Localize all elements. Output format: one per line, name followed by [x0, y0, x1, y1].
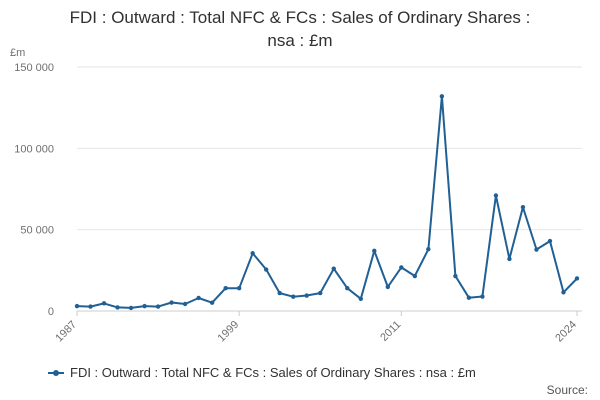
data-point	[426, 246, 431, 252]
data-point	[385, 284, 391, 290]
data-point	[74, 303, 80, 309]
data-point	[439, 94, 445, 99]
data-point	[534, 247, 539, 252]
data-point	[169, 300, 174, 305]
data-point	[331, 266, 336, 271]
y-tick-label: 50 000	[20, 225, 54, 237]
data-point	[250, 251, 255, 256]
source-label: Source:	[546, 383, 588, 397]
data-point	[291, 294, 296, 299]
grid-lines	[77, 66, 582, 312]
data-point	[209, 300, 215, 305]
chart-title: FDI : Outward : Total NFC & FCs : Sales …	[0, 6, 600, 52]
data-point	[263, 267, 269, 272]
series-group	[74, 94, 580, 311]
x-tick-label: 2011	[378, 319, 403, 344]
data-point	[128, 305, 134, 311]
x-axis: 1987 1999 2011 2024	[53, 311, 579, 344]
data-point	[466, 295, 472, 300]
data-point	[547, 238, 553, 244]
x-tick-label: 1987	[53, 319, 79, 345]
series-line	[76, 95, 578, 309]
data-point	[318, 290, 323, 296]
data-point	[155, 304, 161, 309]
data-point	[453, 273, 458, 279]
data-point	[480, 294, 485, 299]
legend-label: FDI : Outward : Total NFC & FCs : Sales …	[70, 365, 476, 380]
data-point	[142, 303, 147, 309]
y-tick-label: 100 000	[14, 143, 54, 155]
y-tick-label: 0	[48, 306, 54, 318]
data-point	[372, 248, 377, 254]
x-tick-label: 1999	[215, 319, 241, 345]
data-point	[223, 286, 228, 291]
data-point	[358, 296, 363, 301]
data-point	[115, 305, 120, 310]
data-point	[574, 276, 580, 281]
data-point	[101, 301, 107, 306]
x-tick-label: 2024	[553, 319, 579, 345]
chart-title-line-1: FDI : Outward : Total NFC & FCs : Sales …	[69, 8, 531, 27]
data-point	[277, 290, 282, 296]
data-point	[88, 304, 93, 309]
data-point	[520, 205, 526, 210]
y-tick-label: 150 000	[14, 62, 54, 74]
data-point	[507, 256, 512, 262]
legend[interactable]: FDI : Outward : Total NFC & FCs : Sales …	[48, 365, 476, 380]
legend-line-marker-icon	[48, 368, 64, 378]
data-point	[182, 301, 188, 307]
data-point	[561, 290, 566, 295]
data-point	[399, 265, 404, 270]
y-axis: £m 0 50 000 100 000 150 000	[10, 47, 54, 318]
y-axis-unit-label: £m	[10, 47, 25, 59]
data-point	[196, 295, 201, 301]
data-point	[493, 193, 499, 198]
data-point	[412, 273, 418, 279]
data-point	[304, 293, 309, 298]
data-point	[236, 286, 242, 291]
data-point	[345, 286, 350, 291]
chart-title-line-2: nsa : £m	[267, 31, 333, 50]
